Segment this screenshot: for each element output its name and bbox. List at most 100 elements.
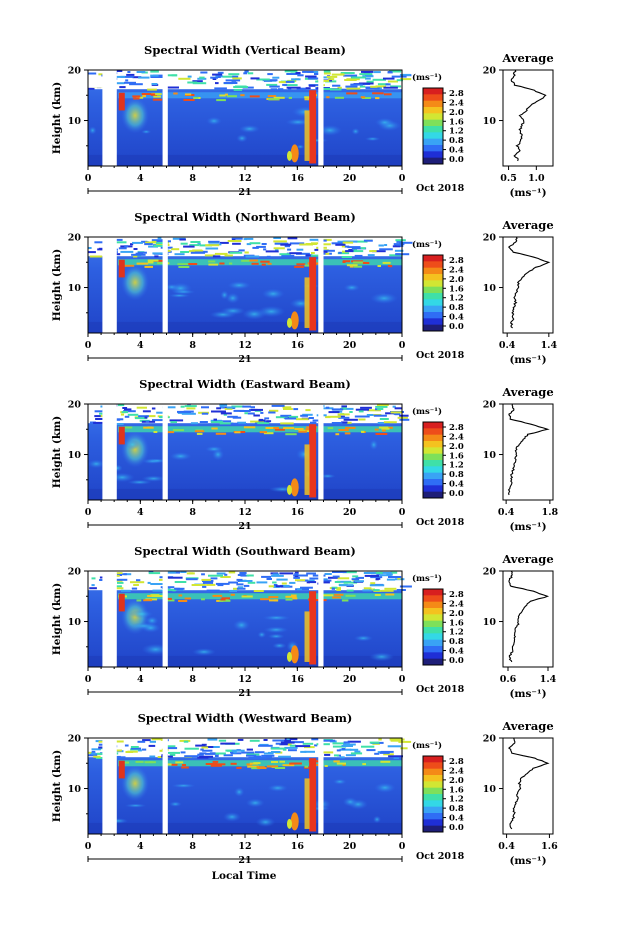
- speckle-cell: [230, 422, 239, 425]
- speckle-cell: [385, 412, 396, 415]
- avg-y-tick-label: 20: [483, 66, 497, 77]
- speckle-cell: [322, 250, 328, 253]
- speckle-cell: [205, 244, 220, 247]
- cyan-patch: [192, 648, 216, 656]
- month-label: Oct 2018: [416, 517, 465, 528]
- speckle-cell: [147, 88, 157, 91]
- cyan-patch: [220, 290, 229, 300]
- speckle-cell: [305, 254, 313, 257]
- band-cell: [260, 598, 271, 601]
- speckle-cell: [166, 74, 178, 77]
- speckle-cell: [286, 738, 290, 740]
- cyan-patch: [296, 144, 305, 149]
- speckle-cell: [279, 743, 289, 746]
- band-cell: [210, 764, 222, 767]
- speckle-cell: [113, 749, 122, 752]
- speckle-cell: [266, 420, 272, 423]
- band-cell: [259, 431, 267, 434]
- colorbar-label: 2.4: [449, 432, 464, 442]
- speckle-cell: [389, 738, 405, 741]
- band-cell: [381, 427, 390, 430]
- evening-column-edge: [304, 611, 310, 662]
- speckle-cell: [127, 71, 131, 73]
- x-tick-label: 4: [137, 841, 144, 852]
- speckle-cell: [207, 738, 218, 741]
- colorbar-swatch: [423, 775, 443, 782]
- band-cell: [243, 426, 256, 429]
- cyan-patch: [373, 815, 381, 824]
- speckle-cell: [124, 408, 132, 411]
- cyan-patch: [370, 292, 398, 304]
- speckle-cell: [335, 243, 346, 246]
- day-label: 21: [238, 521, 251, 532]
- speckle-cell: [343, 743, 356, 746]
- band-cell: [241, 595, 253, 598]
- speckle-cell: [324, 753, 331, 756]
- speckle-cell: [331, 242, 345, 245]
- cyan-patch: [333, 778, 347, 785]
- colorbar-swatch: [423, 151, 443, 159]
- speckle-cell: [114, 75, 126, 78]
- x-tick-label: 12: [238, 173, 251, 184]
- speckle-cell: [152, 589, 164, 592]
- convective-blob: [121, 431, 150, 468]
- speckle-cell: [124, 744, 129, 747]
- speckle-cell: [393, 243, 405, 246]
- speckle-cell: [325, 406, 330, 409]
- speckle-cell: [130, 243, 134, 246]
- speckle-cell: [340, 407, 354, 410]
- colorbar-label: 0.8: [449, 136, 464, 146]
- band-cell: [304, 765, 309, 768]
- tropopause-band: [118, 259, 402, 266]
- band-cell: [384, 93, 392, 96]
- band-cell: [246, 763, 253, 766]
- cyan-patch: [88, 126, 97, 135]
- speckle-cell: [195, 744, 206, 747]
- speckle-cell: [117, 404, 125, 407]
- speckle-cell: [89, 752, 104, 755]
- colorbar-swatch: [423, 646, 443, 653]
- colorbar-label: 1.6: [449, 785, 464, 795]
- data-gap: [162, 237, 168, 333]
- speckle-cell: [331, 73, 345, 76]
- evening-cell: [290, 645, 299, 664]
- speckle-cell: [345, 754, 356, 757]
- speckle-cell: [294, 573, 299, 576]
- speckle-cell: [137, 740, 146, 743]
- band-cell: [181, 766, 189, 769]
- speckle-cell: [284, 746, 298, 749]
- band-cell: [265, 427, 274, 429]
- speckle-cell: [226, 406, 236, 409]
- speckle-cell: [272, 573, 280, 576]
- speckle-cell: [249, 242, 261, 245]
- speckle-cell: [262, 79, 278, 82]
- speckle-cell: [312, 419, 320, 422]
- band-cell: [251, 262, 259, 265]
- heatmap-low-band: [88, 488, 402, 500]
- y-axis-label: Height (km): [51, 750, 63, 822]
- band-cell: [226, 95, 237, 98]
- speckle-cell: [127, 413, 139, 416]
- speckle-cell: [190, 422, 198, 425]
- speckle-cell: [244, 237, 254, 240]
- speckle-cell: [142, 739, 151, 742]
- speckle-cell: [308, 417, 314, 419]
- speckle-cell: [370, 576, 383, 579]
- speckle-cell: [377, 408, 384, 410]
- speckle-cell: [190, 251, 206, 254]
- cyan-patch: [141, 623, 161, 633]
- speckle-cell: [386, 578, 396, 581]
- colorbar-swatch: [423, 447, 443, 455]
- speckle-cell: [360, 247, 366, 250]
- average-profile-line: [510, 69, 547, 162]
- colorbar-frame: [422, 588, 444, 666]
- colorbar-swatch: [423, 261, 443, 269]
- panel-title: Spectral Width (Vertical Beam): [144, 43, 346, 57]
- speckle-cell: [88, 72, 97, 75]
- speckle-cell: [278, 755, 291, 758]
- speckle-cell: [288, 749, 297, 752]
- speckle-cell: [215, 582, 230, 585]
- y-tick-label: 20: [68, 233, 82, 244]
- speckle-cell: [375, 571, 383, 574]
- band-cell: [372, 92, 384, 95]
